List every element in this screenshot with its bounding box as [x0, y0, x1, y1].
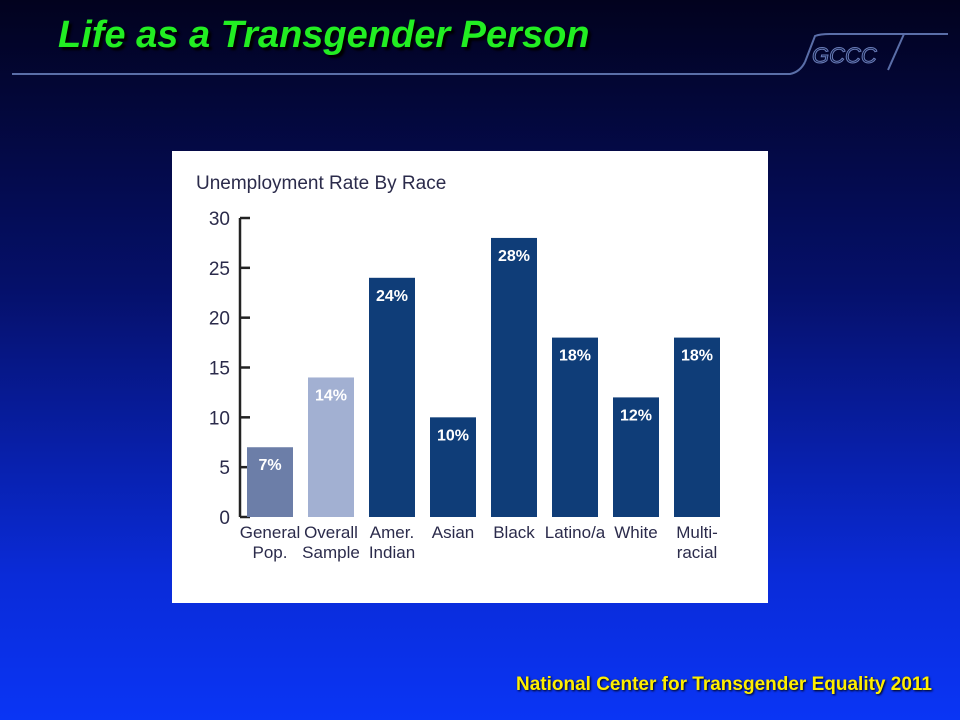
- bar: [552, 337, 598, 517]
- logo-text: GCCC: [812, 43, 877, 68]
- x-category-label: Amer.: [370, 523, 414, 542]
- unemployment-bar-chart: Unemployment Rate By Race 0 5 10 15 20 25 30 7…: [196, 173, 720, 562]
- x-category-label: racial: [677, 543, 718, 562]
- x-category-label: General: [240, 523, 300, 542]
- x-category-label: Asian: [432, 523, 475, 542]
- bar: [369, 277, 415, 517]
- y-tick-label: 0: [219, 508, 230, 529]
- bar-value-label: 18%: [681, 348, 713, 365]
- x-category-label: Black: [493, 523, 535, 542]
- bar: [613, 397, 659, 517]
- x-category-label: Pop.: [253, 543, 288, 562]
- source-footer: National Center for Transgender Equality…: [515, 674, 932, 695]
- x-category-label: Sample: [302, 543, 360, 562]
- logo-slash: [887, 33, 905, 71]
- bar-value-label: 18%: [559, 348, 591, 365]
- x-category-label: Latino/a: [545, 523, 606, 542]
- title-underline-logo: GCCC: [12, 33, 948, 75]
- bar-value-label: 10%: [437, 427, 469, 444]
- x-category-label: Overall: [304, 523, 358, 542]
- bar: [430, 417, 476, 517]
- bar-value-label: 12%: [620, 407, 652, 424]
- y-tick-label: 30: [209, 209, 230, 230]
- y-tick-label: 20: [209, 309, 230, 330]
- bar: [308, 377, 354, 517]
- bar-value-label: 24%: [376, 288, 408, 305]
- bar: [491, 237, 537, 517]
- title-underline-right: [804, 33, 948, 63]
- bar-value-label: 28%: [498, 248, 530, 265]
- y-tick-label: 15: [209, 359, 230, 380]
- y-tick-label: 25: [209, 259, 230, 280]
- x-category-label: Indian: [369, 543, 415, 562]
- chart-panel: Unemployment Rate By Race 0 5 10 15 20 25 30 7…: [172, 151, 768, 603]
- title-underline: [12, 61, 806, 75]
- chart-title: Unemployment Rate By Race: [196, 173, 446, 194]
- y-tick-label: 5: [219, 458, 230, 479]
- bar-value-label: 7%: [258, 457, 281, 474]
- x-category-label: White: [614, 523, 657, 542]
- y-tick-label: 10: [209, 408, 230, 429]
- bar-value-label: 14%: [315, 387, 347, 404]
- bar: [247, 447, 293, 517]
- x-category-label: Multi-: [676, 523, 718, 542]
- bar: [674, 337, 720, 517]
- slide-title: Life as a Transgender Person: [58, 14, 590, 56]
